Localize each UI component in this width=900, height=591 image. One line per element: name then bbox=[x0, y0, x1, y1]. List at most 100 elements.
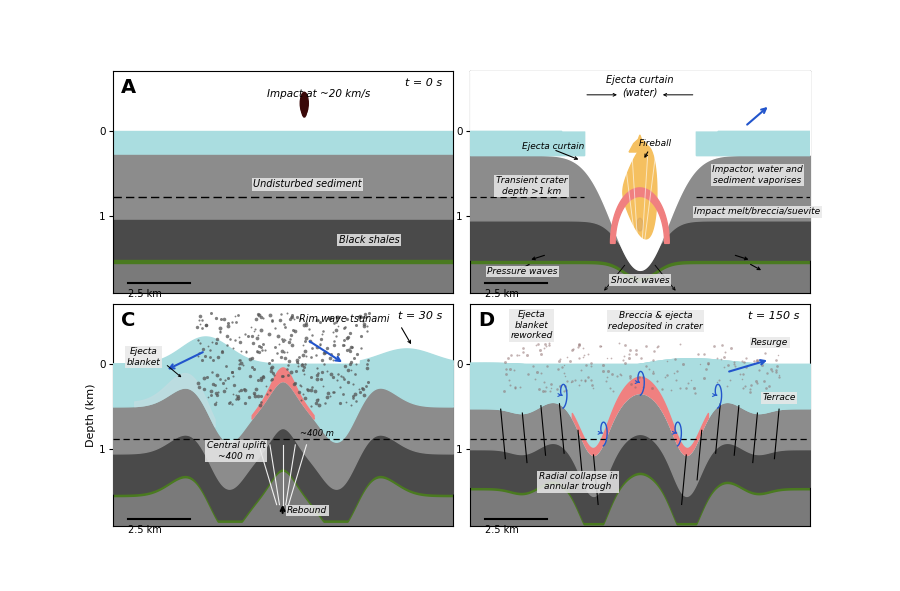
Point bbox=[281, 361, 295, 370]
Point bbox=[298, 393, 312, 402]
Point bbox=[564, 376, 579, 385]
Point bbox=[274, 315, 288, 324]
Point bbox=[556, 361, 571, 370]
Point bbox=[226, 343, 240, 353]
Point bbox=[203, 308, 218, 317]
Point bbox=[292, 358, 306, 368]
Point bbox=[497, 386, 511, 395]
Point bbox=[274, 353, 289, 362]
Point bbox=[771, 371, 786, 380]
Point bbox=[544, 384, 558, 393]
Point bbox=[284, 312, 298, 322]
Point bbox=[770, 350, 785, 360]
Point bbox=[326, 355, 340, 365]
Point bbox=[573, 366, 588, 375]
Point bbox=[360, 313, 374, 322]
Point bbox=[750, 356, 764, 365]
Polygon shape bbox=[659, 71, 717, 131]
Text: B: B bbox=[478, 77, 493, 96]
Point bbox=[697, 373, 711, 382]
Point bbox=[645, 368, 660, 378]
Point bbox=[208, 399, 222, 408]
Point bbox=[749, 376, 763, 386]
Point bbox=[199, 320, 213, 330]
Point bbox=[542, 340, 556, 350]
Point bbox=[558, 382, 572, 391]
Point bbox=[323, 349, 338, 359]
Point bbox=[329, 326, 344, 335]
Point bbox=[735, 356, 750, 366]
Polygon shape bbox=[562, 71, 621, 131]
Point bbox=[332, 398, 347, 408]
Point bbox=[297, 362, 311, 372]
Text: Central uplift
~400 m: Central uplift ~400 m bbox=[207, 441, 266, 460]
Text: t = 150 s: t = 150 s bbox=[749, 311, 800, 321]
Point bbox=[346, 379, 361, 389]
Point bbox=[236, 361, 250, 370]
Point bbox=[218, 375, 232, 385]
Point bbox=[255, 345, 269, 355]
Point bbox=[663, 385, 678, 395]
Point bbox=[354, 344, 368, 353]
Point bbox=[690, 349, 705, 359]
Point bbox=[329, 313, 344, 322]
Point bbox=[614, 371, 628, 380]
Point bbox=[360, 363, 374, 372]
Point bbox=[341, 332, 356, 342]
Point bbox=[259, 389, 274, 399]
Point bbox=[710, 378, 724, 387]
Point bbox=[206, 379, 220, 388]
Point bbox=[356, 385, 371, 394]
Point bbox=[284, 367, 298, 376]
Point bbox=[770, 361, 784, 371]
Point bbox=[294, 381, 309, 390]
Point bbox=[534, 349, 548, 359]
Point bbox=[512, 350, 526, 360]
Point bbox=[310, 370, 324, 379]
Point bbox=[521, 369, 535, 378]
Point bbox=[538, 382, 553, 391]
Point bbox=[216, 378, 230, 388]
Point bbox=[646, 346, 661, 355]
Point bbox=[673, 384, 688, 393]
Point bbox=[295, 359, 310, 369]
Point bbox=[502, 375, 517, 385]
Polygon shape bbox=[610, 188, 670, 243]
Point bbox=[632, 372, 646, 382]
Point bbox=[343, 329, 357, 338]
Point bbox=[584, 361, 598, 371]
Point bbox=[599, 372, 614, 382]
Point bbox=[738, 353, 752, 363]
Point bbox=[326, 388, 340, 397]
Point bbox=[321, 388, 336, 398]
Point bbox=[245, 362, 259, 371]
Point bbox=[344, 357, 358, 366]
Point bbox=[534, 368, 548, 377]
Point bbox=[634, 353, 648, 363]
Point bbox=[357, 313, 372, 322]
Point bbox=[283, 314, 297, 324]
Point bbox=[209, 339, 223, 348]
Point bbox=[263, 385, 277, 395]
Point bbox=[558, 371, 572, 381]
Point bbox=[352, 312, 366, 322]
Point bbox=[338, 398, 353, 407]
Point bbox=[684, 376, 698, 385]
Point bbox=[572, 381, 587, 390]
Point bbox=[322, 392, 337, 401]
Point bbox=[292, 353, 306, 362]
Point bbox=[356, 320, 371, 329]
Point bbox=[210, 335, 224, 344]
Text: Ejecta curtain: Ejecta curtain bbox=[522, 142, 585, 151]
Point bbox=[712, 375, 726, 385]
Point bbox=[571, 343, 585, 352]
Point bbox=[360, 355, 374, 365]
Point bbox=[297, 320, 311, 330]
Point bbox=[356, 322, 371, 331]
Point bbox=[266, 316, 280, 326]
Point bbox=[760, 368, 775, 378]
Point bbox=[233, 359, 248, 368]
Text: t = ≈4 s: t = ≈4 s bbox=[753, 77, 800, 87]
Point bbox=[516, 347, 530, 356]
Point bbox=[191, 351, 205, 361]
